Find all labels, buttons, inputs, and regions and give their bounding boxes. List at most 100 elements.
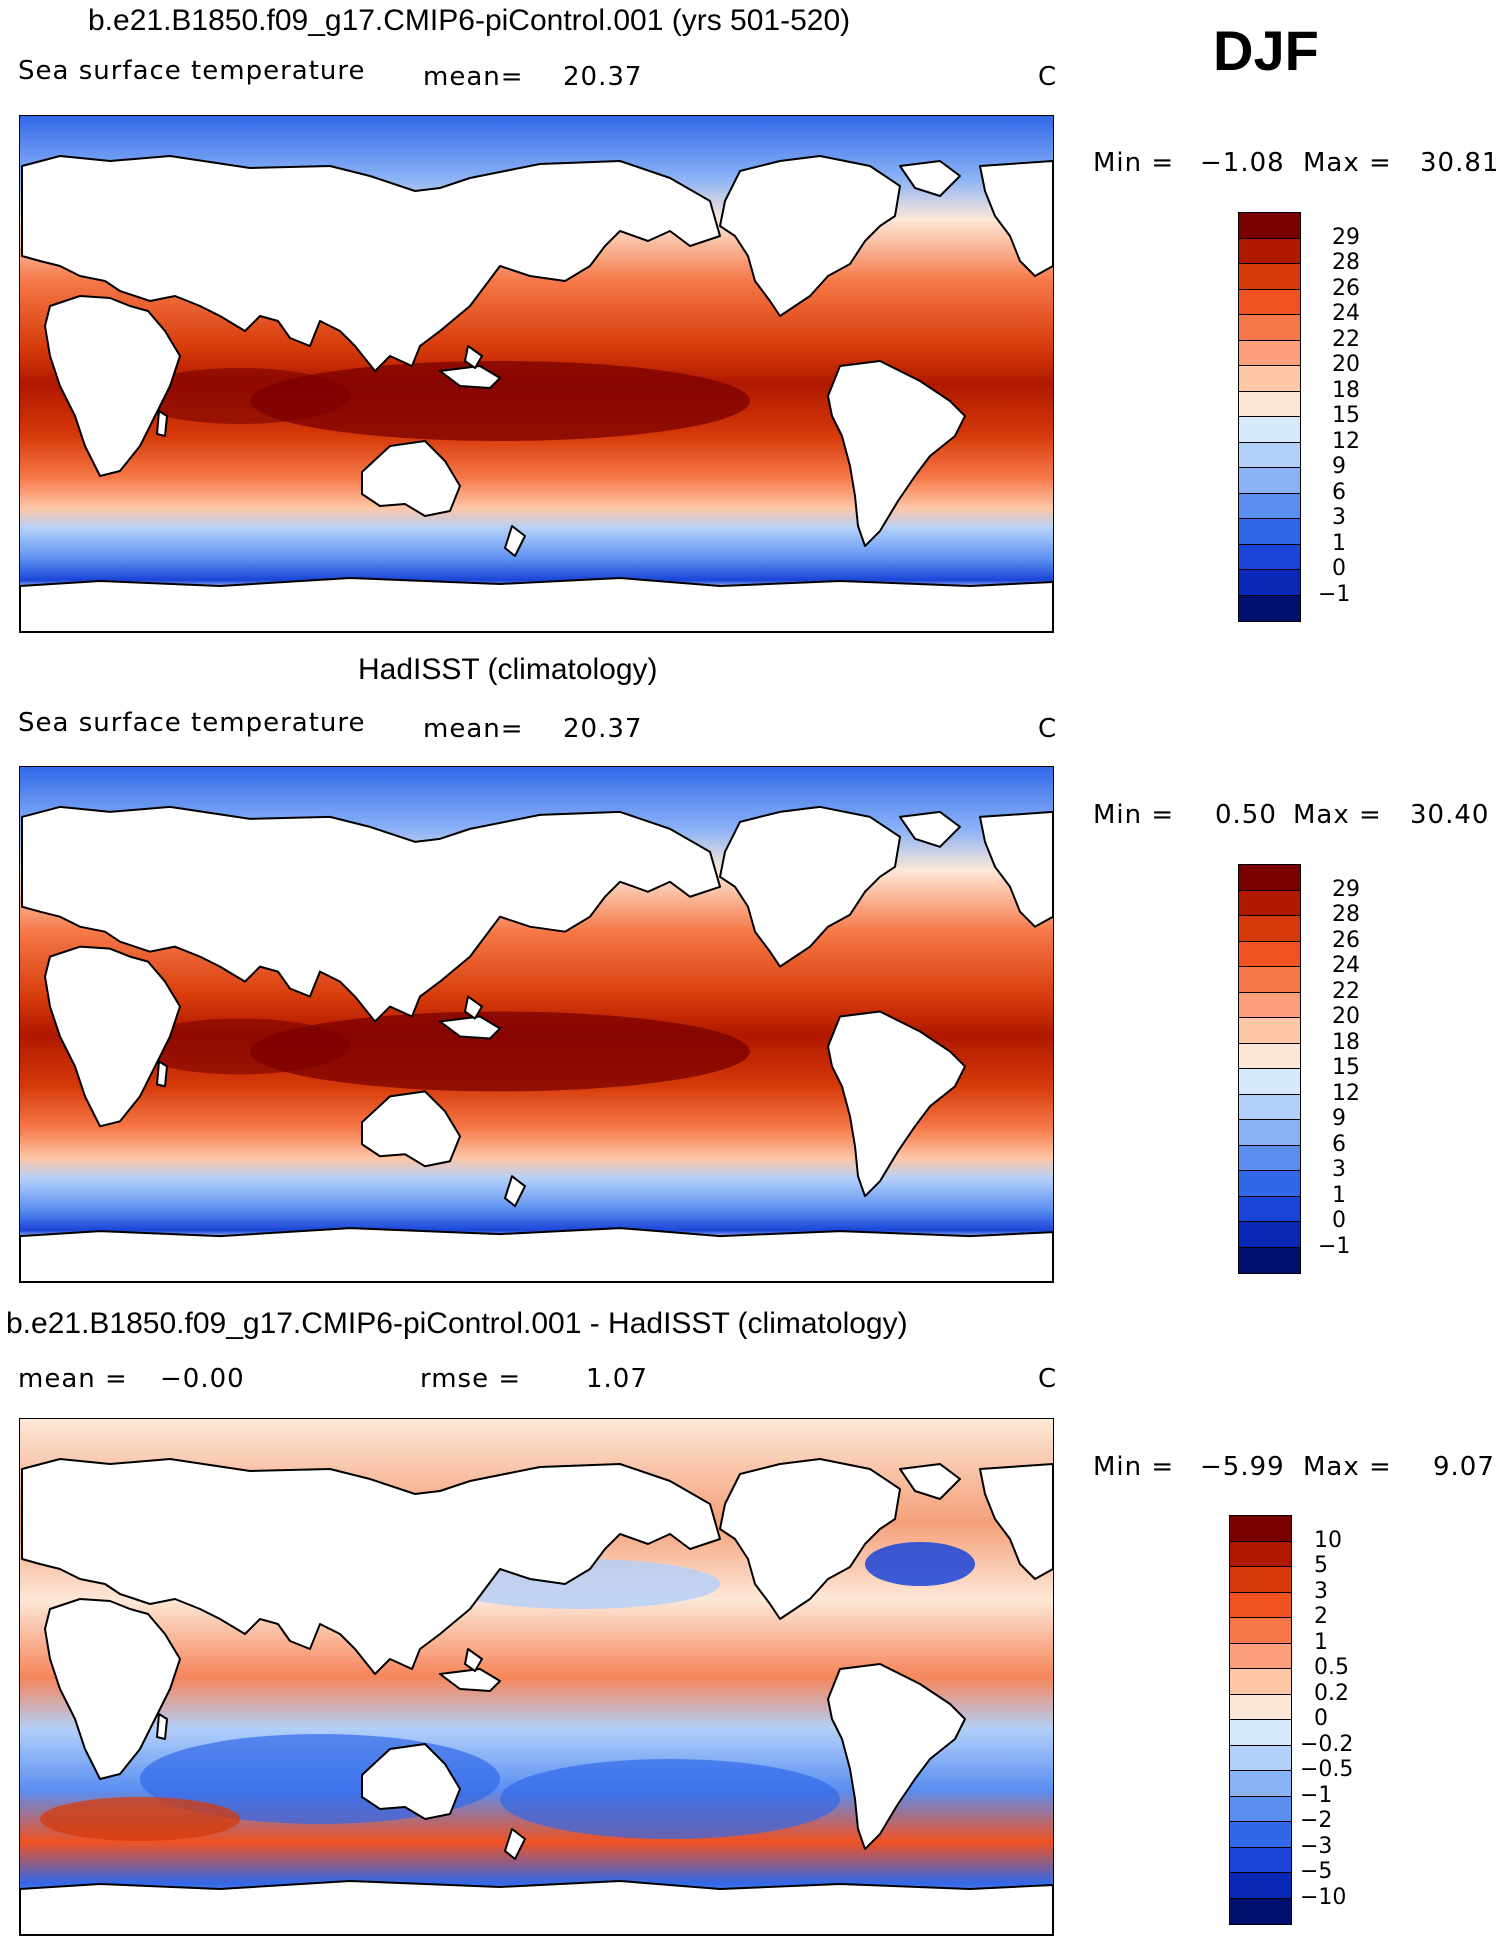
panel2-colorbar-labels: 29 28 26 24 22 20 18 15 12 9 6 3 1 0 −1 bbox=[1318, 864, 1398, 1272]
colorbar-swatch bbox=[1230, 1745, 1291, 1771]
colorbar-tick-label: 29 bbox=[1332, 224, 1360, 250]
colorbar-swatch bbox=[1230, 1541, 1291, 1567]
colorbar-tick-label: 20 bbox=[1332, 1004, 1360, 1029]
panel3-title: b.e21.B1850.f09_g17.CMIP6-piControl.001 … bbox=[6, 1307, 908, 1340]
colorbar-swatch bbox=[1230, 1592, 1291, 1618]
colorbar-swatch bbox=[1239, 1145, 1300, 1171]
colorbar-swatch bbox=[1230, 1796, 1291, 1822]
colorbar-tick-label: 0.2 bbox=[1314, 1680, 1349, 1706]
colorbar-tick-label: 0.5 bbox=[1314, 1655, 1349, 1680]
panel2-min-value: 0.50 bbox=[1215, 800, 1277, 830]
panel2-units: C bbox=[1038, 714, 1058, 744]
colorbar-swatch bbox=[1230, 1567, 1291, 1593]
panel1-colorbar bbox=[1238, 212, 1301, 622]
panel1-mean-label: mean= bbox=[423, 62, 524, 92]
panel3-min-value: −5.99 bbox=[1200, 1452, 1285, 1482]
colorbar-tick-label: 6 bbox=[1332, 479, 1346, 505]
panel3-max-label: Max = bbox=[1303, 1452, 1392, 1482]
panel2-map-svg bbox=[20, 767, 1053, 1282]
panel1-max-value: 30.81 bbox=[1420, 148, 1500, 178]
panel2-variable: Sea surface temperature bbox=[18, 708, 366, 738]
panel1-colorbar-labels: 29 28 26 24 22 20 18 15 12 9 6 3 1 0 −1 bbox=[1318, 212, 1398, 620]
colorbar-swatch bbox=[1230, 1694, 1291, 1720]
colorbar-tick-label: 3 bbox=[1332, 505, 1346, 530]
colorbar-tick-label: 3 bbox=[1314, 1578, 1328, 1604]
colorbar-swatch bbox=[1239, 1196, 1300, 1222]
panel2-mean-value: 20.37 bbox=[563, 714, 643, 744]
panel2-map bbox=[19, 766, 1054, 1283]
colorbar-swatch bbox=[1239, 1069, 1300, 1095]
colorbar-swatch bbox=[1239, 595, 1300, 621]
colorbar-tick-label: 3 bbox=[1332, 1157, 1346, 1182]
colorbar-tick-label: 1 bbox=[1332, 1182, 1346, 1208]
colorbar-swatch bbox=[1230, 1873, 1291, 1899]
colorbar-swatch bbox=[1239, 468, 1300, 494]
colorbar-swatch bbox=[1239, 916, 1300, 942]
panel2-mean-label: mean= bbox=[423, 714, 524, 744]
colorbar-tick-label: 2 bbox=[1314, 1604, 1328, 1629]
panel3-units: C bbox=[1038, 1364, 1058, 1394]
panel3-rmse-value: 1.07 bbox=[586, 1364, 648, 1394]
colorbar-tick-label: 10 bbox=[1314, 1527, 1342, 1553]
colorbar-swatch bbox=[1230, 1822, 1291, 1848]
colorbar-tick-label: 18 bbox=[1332, 1029, 1360, 1055]
panel3-max-value: 9.07 bbox=[1433, 1452, 1495, 1482]
colorbar-tick-label: −3 bbox=[1300, 1833, 1333, 1859]
colorbar-swatch bbox=[1239, 570, 1300, 596]
colorbar-swatch bbox=[1239, 442, 1300, 468]
colorbar-tick-label: 9 bbox=[1332, 1106, 1346, 1131]
colorbar-swatch bbox=[1239, 1094, 1300, 1120]
colorbar-swatch bbox=[1230, 1720, 1291, 1746]
colorbar-tick-label: 24 bbox=[1332, 301, 1360, 326]
colorbar-tick-label: −1 bbox=[1300, 1782, 1333, 1808]
panel1-mean-value: 20.37 bbox=[563, 62, 643, 92]
panel1-map bbox=[19, 115, 1054, 633]
colorbar-tick-label: −0.5 bbox=[1300, 1757, 1354, 1782]
panel1-min-value: −1.08 bbox=[1200, 148, 1285, 178]
colorbar-tick-label: 24 bbox=[1332, 953, 1360, 978]
colorbar-tick-label: 28 bbox=[1332, 902, 1360, 927]
colorbar-swatch bbox=[1230, 1898, 1291, 1924]
colorbar-tick-label: 1 bbox=[1332, 530, 1346, 556]
colorbar-tick-label: 0 bbox=[1332, 556, 1346, 581]
colorbar-tick-label: 20 bbox=[1332, 352, 1360, 377]
colorbar-swatch bbox=[1239, 1043, 1300, 1069]
colorbar-swatch bbox=[1239, 340, 1300, 366]
colorbar-swatch bbox=[1239, 941, 1300, 967]
colorbar-swatch bbox=[1239, 315, 1300, 341]
colorbar-tick-label: 12 bbox=[1332, 1080, 1360, 1106]
colorbar-tick-label: 1 bbox=[1314, 1629, 1328, 1655]
panel3-map-svg bbox=[20, 1419, 1053, 1935]
panel3-min-label: Min = bbox=[1093, 1452, 1175, 1482]
panel3-mean-value: −0.00 bbox=[160, 1364, 245, 1394]
panel2-colorbar bbox=[1238, 864, 1301, 1274]
panel2-min-label: Min = bbox=[1093, 800, 1175, 830]
colorbar-swatch bbox=[1239, 213, 1300, 239]
panel3-mean-label: mean = bbox=[18, 1364, 128, 1394]
colorbar-swatch bbox=[1230, 1643, 1291, 1669]
panel1-max-label: Max = bbox=[1303, 148, 1392, 178]
panel3-rmse-label: rmse = bbox=[420, 1364, 522, 1394]
colorbar-swatch bbox=[1239, 493, 1300, 519]
colorbar-tick-label: 28 bbox=[1332, 250, 1360, 275]
colorbar-swatch bbox=[1239, 391, 1300, 417]
panel2-title: HadISST (climatology) bbox=[358, 653, 658, 686]
colorbar-tick-label: 0 bbox=[1332, 1208, 1346, 1233]
colorbar-tick-label: 22 bbox=[1332, 978, 1360, 1004]
colorbar-tick-label: 18 bbox=[1332, 377, 1360, 403]
colorbar-swatch bbox=[1230, 1771, 1291, 1797]
panel1-title: b.e21.B1850.f09_g17.CMIP6-piControl.001 … bbox=[88, 4, 851, 37]
colorbar-swatch bbox=[1239, 417, 1300, 443]
colorbar-swatch bbox=[1230, 1669, 1291, 1695]
colorbar-tick-label: 29 bbox=[1332, 876, 1360, 902]
colorbar-swatch bbox=[1239, 890, 1300, 916]
colorbar-tick-label: 5 bbox=[1314, 1553, 1328, 1578]
colorbar-tick-label: 12 bbox=[1332, 428, 1360, 454]
colorbar-tick-label: −1 bbox=[1318, 1233, 1351, 1259]
colorbar-swatch bbox=[1239, 1171, 1300, 1197]
panel3-colorbar bbox=[1229, 1515, 1292, 1925]
colorbar-tick-label: 15 bbox=[1332, 1055, 1360, 1080]
colorbar-tick-label: −2 bbox=[1300, 1808, 1333, 1833]
colorbar-tick-label: 15 bbox=[1332, 403, 1360, 428]
colorbar-tick-label: 0 bbox=[1314, 1706, 1328, 1731]
